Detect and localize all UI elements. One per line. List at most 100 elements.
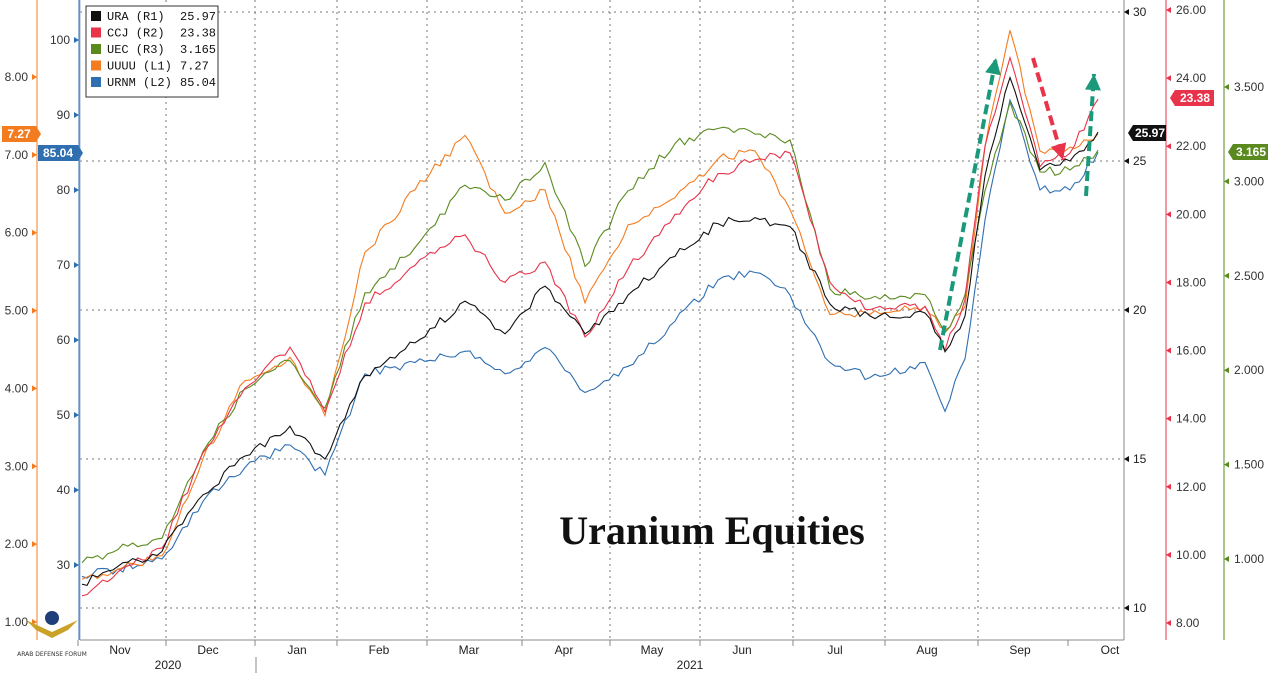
axis-r3-label: 1.500 bbox=[1234, 458, 1264, 472]
axis-r3-tick bbox=[1224, 84, 1229, 90]
axis-r2-tick bbox=[1166, 7, 1171, 13]
axis-r2-label: 8.00 bbox=[1176, 616, 1200, 630]
x-tick-label: Feb bbox=[369, 643, 390, 657]
axis-l1-tick bbox=[32, 151, 37, 158]
down-arrow-head bbox=[1050, 142, 1067, 160]
x-tick-label: Jun bbox=[732, 643, 751, 657]
axis-l1-tick bbox=[32, 307, 37, 314]
legend-swatch bbox=[91, 44, 101, 54]
year-label: 2021 bbox=[677, 658, 704, 672]
axis-r3-label: 1.000 bbox=[1234, 552, 1264, 566]
axis-r2-tick bbox=[1166, 211, 1171, 218]
legend-entry-value: 7.27 bbox=[180, 60, 209, 74]
axis-r2-label: 20.00 bbox=[1176, 207, 1206, 221]
legend-swatch bbox=[91, 11, 101, 21]
axis-l2-label: 70 bbox=[57, 258, 71, 272]
axis-r1-label: 25 bbox=[1133, 154, 1147, 168]
axis-l1-label: 7.00 bbox=[5, 148, 29, 162]
axis-r1-label: 20 bbox=[1133, 303, 1147, 317]
axis-r3-tick bbox=[1224, 461, 1229, 468]
badge-icon bbox=[45, 611, 59, 625]
axis-r3-label: 3.500 bbox=[1234, 80, 1264, 94]
x-tick-label: Jul bbox=[827, 643, 842, 657]
x-tick-label: Oct bbox=[1101, 643, 1120, 657]
axis-r1-tick bbox=[1124, 456, 1129, 462]
axis-l2-tick bbox=[74, 487, 79, 493]
axis-r2-tick bbox=[1166, 279, 1171, 286]
watermark-text: ARAB DEFENSE FORUM bbox=[17, 651, 87, 658]
legend-entry-value: 23.38 bbox=[180, 27, 216, 41]
last-value-tags: 7.27 85.04 25.97 23.38 3.165 bbox=[2, 90, 1268, 161]
axis-r3-label: 2.500 bbox=[1234, 269, 1264, 283]
series-line-uec bbox=[81, 100, 1099, 564]
up-arrow-2-shaft bbox=[1084, 73, 1096, 197]
axis-l1-tick bbox=[32, 541, 37, 548]
axis-l1-label: 6.00 bbox=[5, 226, 29, 240]
axis-r1-tick bbox=[1124, 307, 1129, 313]
last-value-tag-text: 85.04 bbox=[43, 146, 73, 160]
chart-title: Uranium Equities bbox=[559, 508, 865, 553]
axis-r3-label: 3.000 bbox=[1234, 174, 1264, 188]
legend-entry-name: URNM (L2) bbox=[107, 76, 172, 90]
axis-r1-tick bbox=[1124, 9, 1129, 15]
series-line-urnm bbox=[81, 98, 1099, 579]
legend-box bbox=[85, 5, 219, 98]
annotation-arrows bbox=[938, 57, 1101, 351]
axis-l2-label: 50 bbox=[57, 408, 71, 422]
axis-l2-label: 40 bbox=[57, 483, 71, 497]
last-value-tag bbox=[38, 145, 83, 161]
axis-r2-label: 16.00 bbox=[1176, 344, 1206, 358]
legend-entry-name: URA (R1) bbox=[107, 10, 165, 24]
legend-swatch bbox=[91, 60, 101, 71]
up-arrow-1-head bbox=[985, 58, 1001, 76]
last-value-tag-text: 25.97 bbox=[1135, 126, 1165, 140]
x-tick-label: Nov bbox=[109, 643, 130, 657]
last-value-tag-text: 3.165 bbox=[1236, 145, 1266, 159]
axis-l1-label: 1.00 bbox=[5, 615, 29, 629]
axis-r2-label: 22.00 bbox=[1176, 139, 1206, 153]
axis-r2-label: 14.00 bbox=[1176, 412, 1206, 426]
axis-l2-tick bbox=[74, 112, 79, 118]
eagle-icon bbox=[26, 620, 78, 638]
axis-l2-tick bbox=[74, 187, 79, 193]
axis-r2-tick bbox=[1166, 143, 1171, 150]
x-tick-label: Jan bbox=[287, 643, 306, 657]
legend-entry-value: 3.165 bbox=[180, 43, 216, 57]
legend-swatch bbox=[91, 77, 101, 87]
x-tick-label: Sep bbox=[1009, 643, 1031, 657]
last-value-tag bbox=[1170, 90, 1214, 106]
grid-lines bbox=[80, 0, 1124, 640]
axis-r1-label: 15 bbox=[1133, 452, 1147, 466]
legend-entry-value: 25.97 bbox=[180, 10, 216, 24]
axis-r2-label: 10.00 bbox=[1176, 548, 1206, 562]
axis-r3-tick bbox=[1224, 367, 1229, 374]
axis-l1-label: 4.00 bbox=[5, 381, 29, 395]
x-tick-label: Aug bbox=[916, 643, 937, 657]
axis-r2-label: 24.00 bbox=[1176, 71, 1206, 85]
axis-r2-label: 12.00 bbox=[1176, 480, 1206, 494]
axis-r2-label: 26.00 bbox=[1176, 3, 1206, 17]
axis-l2-tick bbox=[74, 37, 79, 43]
last-value-tag bbox=[1128, 125, 1166, 141]
axis-l2-label: 30 bbox=[57, 558, 71, 572]
x-tick-label: May bbox=[641, 643, 664, 657]
axis-r3-label: 2.000 bbox=[1234, 363, 1264, 377]
axis-l2-tick bbox=[74, 412, 79, 418]
axis-l1-label: 2.00 bbox=[5, 537, 29, 551]
x-tick-label: Dec bbox=[197, 643, 218, 657]
axis-r1-label: 30 bbox=[1133, 5, 1147, 19]
last-value-tag-text: 23.38 bbox=[1180, 91, 1210, 105]
axis-r1-tick bbox=[1124, 158, 1129, 164]
axis-r2-label: 18.00 bbox=[1176, 275, 1206, 289]
legend-swatch bbox=[91, 27, 101, 38]
axis-r3-tick bbox=[1224, 556, 1229, 562]
up-arrow-2-head bbox=[1084, 74, 1101, 91]
last-value-tag bbox=[1228, 144, 1268, 160]
axis-l2-label: 60 bbox=[57, 333, 71, 347]
up-arrow-1-shaft bbox=[938, 57, 998, 351]
axis-r2-tick bbox=[1166, 415, 1171, 422]
series-lines bbox=[81, 30, 1099, 597]
x-tick-label: Mar bbox=[459, 643, 480, 657]
axis-r2-tick bbox=[1166, 620, 1171, 626]
